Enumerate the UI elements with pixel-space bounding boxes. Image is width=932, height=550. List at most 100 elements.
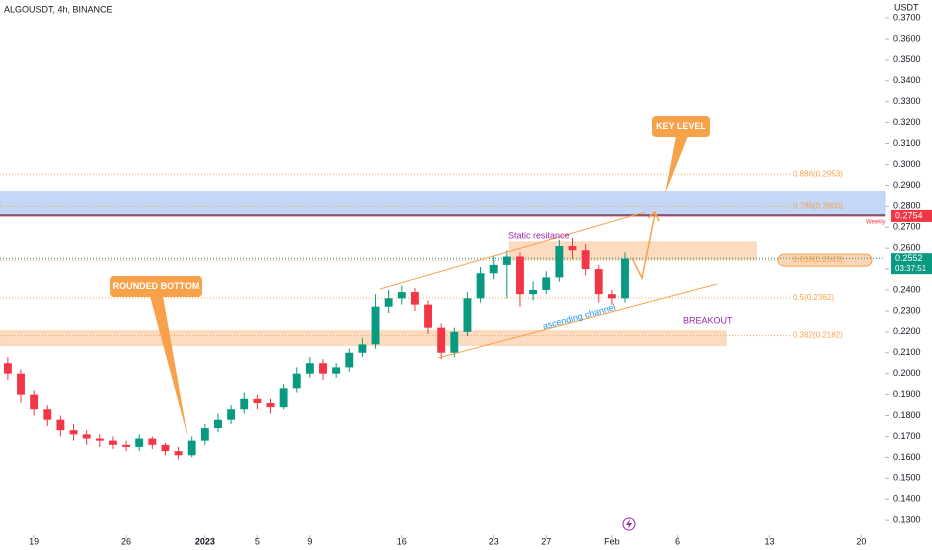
y-tick-label: 0.3500 (893, 54, 921, 64)
candle-body (502, 256, 511, 265)
candle-body (200, 428, 209, 441)
channel-lower (437, 283, 718, 359)
projection-arrow (631, 213, 656, 281)
candle-body (82, 434, 91, 439)
candle-body (266, 402, 275, 408)
candle-body (174, 451, 183, 456)
y-tick-label: 0.2200 (893, 326, 921, 336)
y-tick-label: 0.3400 (893, 75, 921, 85)
candle-body (476, 273, 485, 299)
candle-body (424, 304, 432, 328)
fib-label: 0.5(0.2362) (793, 293, 834, 302)
y-tick-label: 0.3200 (893, 117, 921, 127)
candle-body (227, 409, 236, 420)
x-tick-label: 6 (675, 536, 680, 546)
arrow-head (647, 210, 660, 222)
candle-body (463, 298, 472, 332)
x-tick-label: 16 (397, 536, 407, 546)
rounded-bottom-label: ROUNDED BOTTOM (113, 281, 200, 291)
candle-body (568, 246, 577, 251)
candle-body (319, 363, 327, 374)
candle-body (410, 292, 419, 305)
zone (0, 330, 727, 346)
candle-body (95, 438, 104, 441)
y-tick-label: 0.2900 (893, 180, 921, 190)
y-tick-label: 0.3600 (893, 33, 921, 43)
candle-body (187, 440, 196, 456)
fib-label: 0.786(0.2800) (793, 201, 843, 210)
fib-label: 0.382(0.2182) (793, 331, 843, 340)
candles (3, 237, 629, 460)
event-icon-bolt (626, 519, 632, 529)
candle-body (555, 246, 564, 278)
y-tick-label: 0.1300 (893, 515, 921, 525)
fib-levels: 0.886(0.2953) 0.786(0.2800) 0.618(0.2543) 0… (0, 169, 885, 340)
countdown-label: 03:37:51 (895, 264, 927, 273)
candle-body (489, 264, 498, 274)
x-tick-label: 19 (29, 536, 39, 546)
candle-body (148, 438, 157, 445)
fib-label: 0.886(0.2953) (793, 169, 843, 178)
channel-upper (379, 211, 646, 290)
fib-highlight (777, 253, 873, 267)
candle-body (437, 327, 446, 353)
x-tick-label: 5 (255, 536, 260, 546)
key-line-name: Weekly (866, 220, 886, 226)
static-resistance-label: Static resitance (508, 230, 570, 240)
candle-body (358, 344, 367, 353)
y-tick-label: 0.2100 (893, 347, 921, 357)
y-tick-label: 0.2700 (893, 222, 921, 232)
y-tick-label: 0.3100 (893, 138, 921, 148)
last-price-tag (891, 253, 932, 275)
key-price-tag (891, 209, 932, 222)
candle-body (371, 306, 380, 345)
callout-pointer (150, 296, 188, 437)
candle-body (69, 430, 78, 435)
y-tick-label: 0.1900 (893, 389, 921, 399)
x-tick-label: 20 (856, 536, 866, 546)
candle-body (594, 269, 603, 295)
candle-body (43, 409, 52, 420)
candle-body (305, 363, 314, 374)
candle-body (17, 373, 25, 395)
y-tick-label: 0.1700 (893, 431, 921, 441)
key-price-label: 0.2754 (895, 210, 923, 220)
x-tick-label: Feb (604, 536, 620, 546)
zone (508, 241, 757, 261)
candle-body (397, 292, 406, 299)
candle-body (345, 352, 354, 368)
callout-box (652, 116, 710, 137)
candle-body (450, 331, 459, 353)
y-tick-label: 0.1400 (893, 494, 921, 504)
symbol-title: ALGOUSDT, 4h, BINANCE (4, 4, 113, 14)
y-tick-label: 0.1800 (893, 410, 921, 420)
y-tick-label: 0.2400 (893, 284, 921, 294)
event-icon (622, 517, 636, 531)
y-tick-label: 0.1500 (893, 473, 921, 483)
y-tick-label: 0.3000 (893, 159, 921, 169)
fib-label: 0.618(0.2543) (793, 255, 843, 264)
axes: 0.1300 0.1400 0.1500 0.1600 0.1700 0.1800 0.19… (29, 12, 932, 546)
candle-body (214, 419, 222, 429)
x-tick-label: 13 (764, 536, 774, 546)
last-price-label: 0.2552 (895, 253, 923, 263)
candle-body (542, 277, 551, 290)
x-tick-label: 26 (121, 536, 131, 546)
currency-label: USDT (894, 2, 919, 12)
candle-body (292, 373, 301, 389)
candle-body (30, 394, 39, 410)
callout-pointer (665, 136, 688, 194)
zone (0, 191, 886, 217)
y-tick-label: 0.2300 (893, 305, 921, 315)
candle-body (135, 438, 144, 447)
candle-body (581, 250, 590, 270)
candle-body (240, 398, 249, 410)
candle-body (3, 363, 12, 374)
callout-box (110, 276, 202, 297)
candle-body (516, 256, 524, 295)
key-level-label: KEY LEVEL (656, 121, 706, 131)
breakout-label: BREAKOUT (683, 315, 733, 325)
